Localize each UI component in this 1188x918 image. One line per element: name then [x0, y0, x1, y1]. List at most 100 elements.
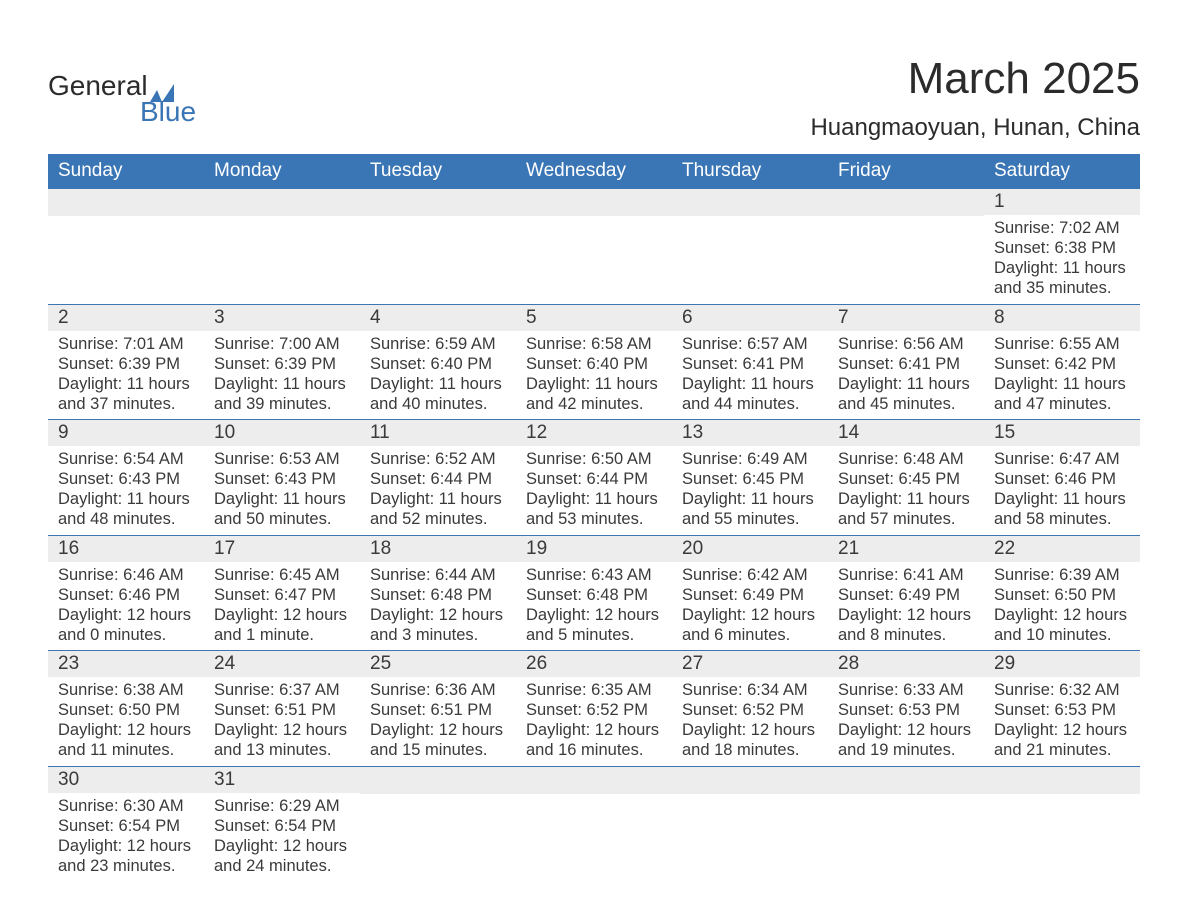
daylight-text: Daylight: 11 hours and 42 minutes. [526, 374, 662, 414]
day-details: Sunrise: 6:55 AMSunset: 6:42 PMDaylight:… [984, 331, 1140, 420]
sunset-text: Sunset: 6:46 PM [994, 469, 1130, 489]
sunset-text: Sunset: 6:54 PM [58, 816, 194, 836]
daylight-text: Daylight: 11 hours and 55 minutes. [682, 489, 818, 529]
day-details: Sunrise: 6:36 AMSunset: 6:51 PMDaylight:… [360, 677, 516, 766]
daylight-text: Daylight: 12 hours and 10 minutes. [994, 605, 1130, 645]
day-number: 18 [360, 536, 516, 562]
calendar-cell: 28Sunrise: 6:33 AMSunset: 6:53 PMDayligh… [828, 651, 984, 767]
empty-day [672, 189, 828, 216]
sunset-text: Sunset: 6:52 PM [682, 700, 818, 720]
day-details: Sunrise: 6:30 AMSunset: 6:54 PMDaylight:… [48, 793, 204, 882]
calendar-cell: 20Sunrise: 6:42 AMSunset: 6:49 PMDayligh… [672, 535, 828, 651]
dayofweek-header: Wednesday [516, 154, 672, 189]
empty-day [828, 189, 984, 216]
sunset-text: Sunset: 6:54 PM [214, 816, 350, 836]
calendar-cell [48, 189, 204, 305]
day-number: 9 [48, 420, 204, 446]
day-number: 7 [828, 305, 984, 331]
sunrise-text: Sunrise: 6:32 AM [994, 680, 1130, 700]
sunrise-text: Sunrise: 6:43 AM [526, 565, 662, 585]
calendar-cell [828, 766, 984, 881]
daylight-text: Daylight: 11 hours and 44 minutes. [682, 374, 818, 414]
sunset-text: Sunset: 6:39 PM [58, 354, 194, 374]
sunset-text: Sunset: 6:40 PM [370, 354, 506, 374]
daylight-text: Daylight: 12 hours and 1 minute. [214, 605, 350, 645]
sunrise-text: Sunrise: 7:01 AM [58, 334, 194, 354]
logo: General Blue [48, 70, 196, 128]
day-number: 10 [204, 420, 360, 446]
logo-text1: General [48, 70, 148, 102]
daylight-text: Daylight: 11 hours and 52 minutes. [370, 489, 506, 529]
empty-day [516, 189, 672, 216]
daylight-text: Daylight: 12 hours and 23 minutes. [58, 836, 194, 876]
daylight-text: Daylight: 12 hours and 3 minutes. [370, 605, 506, 645]
daylight-text: Daylight: 12 hours and 16 minutes. [526, 720, 662, 760]
calendar-cell: 10Sunrise: 6:53 AMSunset: 6:43 PMDayligh… [204, 420, 360, 536]
day-number: 6 [672, 305, 828, 331]
sunrise-text: Sunrise: 6:46 AM [58, 565, 194, 585]
day-details: Sunrise: 6:46 AMSunset: 6:46 PMDaylight:… [48, 562, 204, 651]
sunrise-text: Sunrise: 6:35 AM [526, 680, 662, 700]
sunrise-text: Sunrise: 6:53 AM [214, 449, 350, 469]
sunset-text: Sunset: 6:53 PM [838, 700, 974, 720]
daylight-text: Daylight: 12 hours and 5 minutes. [526, 605, 662, 645]
daylight-text: Daylight: 12 hours and 0 minutes. [58, 605, 194, 645]
empty-day [360, 189, 516, 216]
day-number: 16 [48, 536, 204, 562]
sunrise-text: Sunrise: 6:38 AM [58, 680, 194, 700]
sunrise-text: Sunrise: 7:02 AM [994, 218, 1130, 238]
sunrise-text: Sunrise: 6:50 AM [526, 449, 662, 469]
daylight-text: Daylight: 11 hours and 50 minutes. [214, 489, 350, 529]
day-details: Sunrise: 6:58 AMSunset: 6:40 PMDaylight:… [516, 331, 672, 420]
empty-day [984, 767, 1140, 794]
sunset-text: Sunset: 6:43 PM [58, 469, 194, 489]
calendar-cell: 16Sunrise: 6:46 AMSunset: 6:46 PMDayligh… [48, 535, 204, 651]
day-details: Sunrise: 6:44 AMSunset: 6:48 PMDaylight:… [360, 562, 516, 651]
sunrise-text: Sunrise: 6:30 AM [58, 796, 194, 816]
calendar-cell [360, 766, 516, 881]
daylight-text: Daylight: 12 hours and 11 minutes. [58, 720, 194, 760]
day-number: 5 [516, 305, 672, 331]
daylight-text: Daylight: 11 hours and 35 minutes. [994, 258, 1130, 298]
calendar-cell [360, 189, 516, 305]
daylight-text: Daylight: 12 hours and 6 minutes. [682, 605, 818, 645]
calendar-cell: 11Sunrise: 6:52 AMSunset: 6:44 PMDayligh… [360, 420, 516, 536]
daylight-text: Daylight: 11 hours and 47 minutes. [994, 374, 1130, 414]
sunrise-text: Sunrise: 6:34 AM [682, 680, 818, 700]
calendar-cell: 3Sunrise: 7:00 AMSunset: 6:39 PMDaylight… [204, 304, 360, 420]
day-details: Sunrise: 6:39 AMSunset: 6:50 PMDaylight:… [984, 562, 1140, 651]
daylight-text: Daylight: 11 hours and 58 minutes. [994, 489, 1130, 529]
calendar-cell [828, 189, 984, 305]
day-details: Sunrise: 6:47 AMSunset: 6:46 PMDaylight:… [984, 446, 1140, 535]
day-number: 19 [516, 536, 672, 562]
sunrise-text: Sunrise: 6:36 AM [370, 680, 506, 700]
daylight-text: Daylight: 11 hours and 37 minutes. [58, 374, 194, 414]
sunset-text: Sunset: 6:49 PM [682, 585, 818, 605]
sunset-text: Sunset: 6:53 PM [994, 700, 1130, 720]
day-number: 11 [360, 420, 516, 446]
sunset-text: Sunset: 6:41 PM [838, 354, 974, 374]
sunset-text: Sunset: 6:48 PM [370, 585, 506, 605]
sunrise-text: Sunrise: 6:49 AM [682, 449, 818, 469]
calendar-cell: 30Sunrise: 6:30 AMSunset: 6:54 PMDayligh… [48, 766, 204, 881]
day-number: 17 [204, 536, 360, 562]
sunrise-text: Sunrise: 6:47 AM [994, 449, 1130, 469]
daylight-text: Daylight: 11 hours and 53 minutes. [526, 489, 662, 529]
day-number: 25 [360, 651, 516, 677]
calendar-cell [516, 766, 672, 881]
calendar-week: 23Sunrise: 6:38 AMSunset: 6:50 PMDayligh… [48, 651, 1140, 767]
sunrise-text: Sunrise: 7:00 AM [214, 334, 350, 354]
sunrise-text: Sunrise: 6:57 AM [682, 334, 818, 354]
sunset-text: Sunset: 6:45 PM [838, 469, 974, 489]
calendar-cell: 14Sunrise: 6:48 AMSunset: 6:45 PMDayligh… [828, 420, 984, 536]
day-number: 21 [828, 536, 984, 562]
dayofweek-header: Sunday [48, 154, 204, 189]
sunset-text: Sunset: 6:52 PM [526, 700, 662, 720]
calendar-table: SundayMondayTuesdayWednesdayThursdayFrid… [48, 154, 1140, 881]
calendar-cell: 15Sunrise: 6:47 AMSunset: 6:46 PMDayligh… [984, 420, 1140, 536]
sunrise-text: Sunrise: 6:52 AM [370, 449, 506, 469]
day-number: 20 [672, 536, 828, 562]
daylight-text: Daylight: 12 hours and 24 minutes. [214, 836, 350, 876]
calendar-cell: 13Sunrise: 6:49 AMSunset: 6:45 PMDayligh… [672, 420, 828, 536]
day-number: 27 [672, 651, 828, 677]
